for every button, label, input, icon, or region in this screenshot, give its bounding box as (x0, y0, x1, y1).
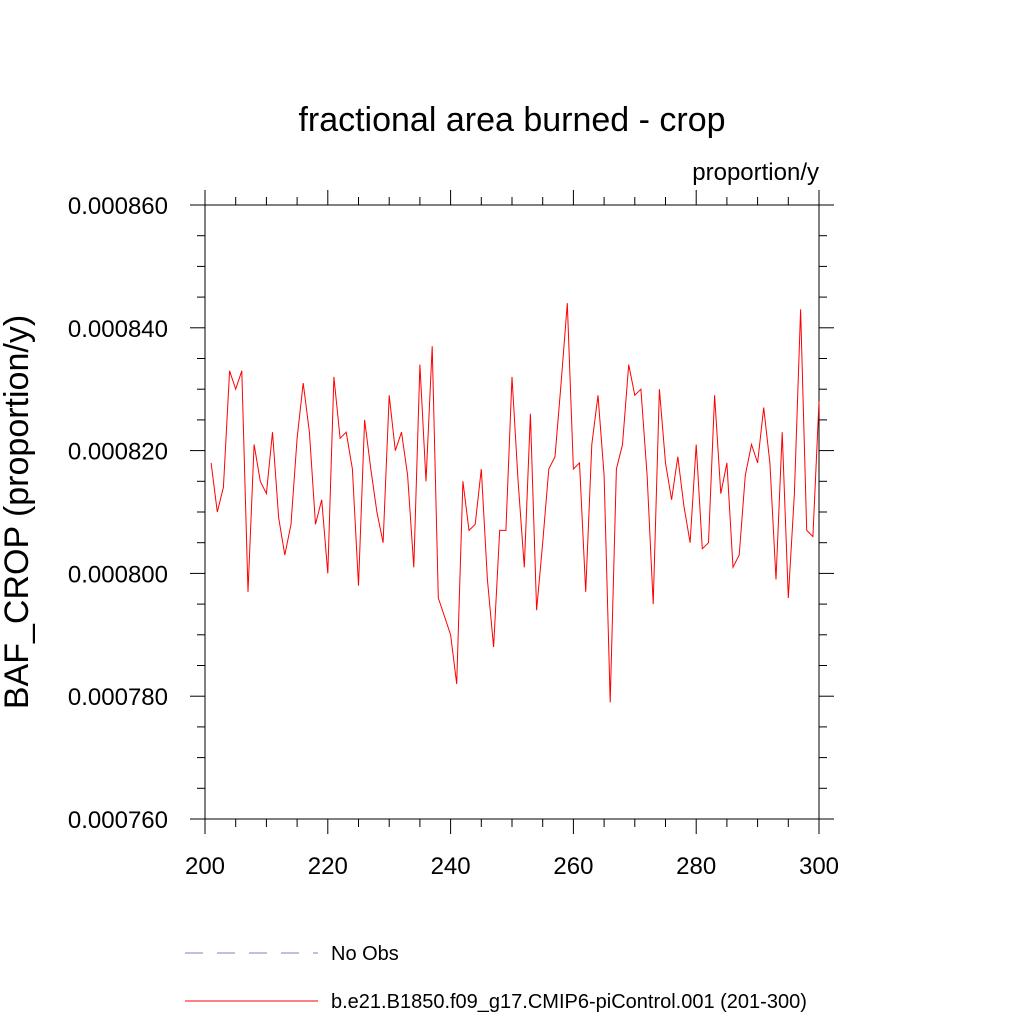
y-tick-label: 0.000860 (68, 193, 168, 220)
minor-ticks (197, 197, 827, 827)
x-tick-label: 260 (553, 853, 593, 880)
x-tick-label: 300 (799, 853, 839, 880)
units-label: proportion/y (692, 159, 819, 186)
y-axis-title: BAF_CROP (proportion/y) (0, 315, 36, 709)
y-tick-label: 0.000820 (68, 439, 168, 466)
x-tick-label: 280 (676, 853, 716, 880)
y-tick-labels: 0.000760 0.000780 0.000800 0.000820 0.000840… (68, 193, 168, 834)
legend-label-model: b.e21.B1850.f09_g17.CMIP6-piControl.001 … (331, 991, 807, 1013)
x-tick-label: 220 (308, 853, 348, 880)
y-tick-label: 0.000760 (68, 807, 168, 834)
series-line (210, 303, 820, 703)
legend-label-no-obs: No Obs (331, 943, 399, 965)
major-ticks (190, 190, 834, 834)
plot-frame (204, 204, 820, 820)
x-tick-labels: 200 220 240 260 280 300 (185, 853, 839, 880)
x-tick-label: 240 (431, 853, 471, 880)
chart-title: fractional area burned - crop (298, 101, 725, 139)
y-tick-label: 0.000840 (68, 316, 168, 343)
y-tick-label: 0.000800 (68, 561, 168, 588)
x-tick-label: 200 (185, 853, 225, 880)
legend: No Obs b.e21.B1850.f09_g17.CMIP6-piContr… (185, 943, 807, 1013)
y-tick-label: 0.000780 (68, 684, 168, 711)
